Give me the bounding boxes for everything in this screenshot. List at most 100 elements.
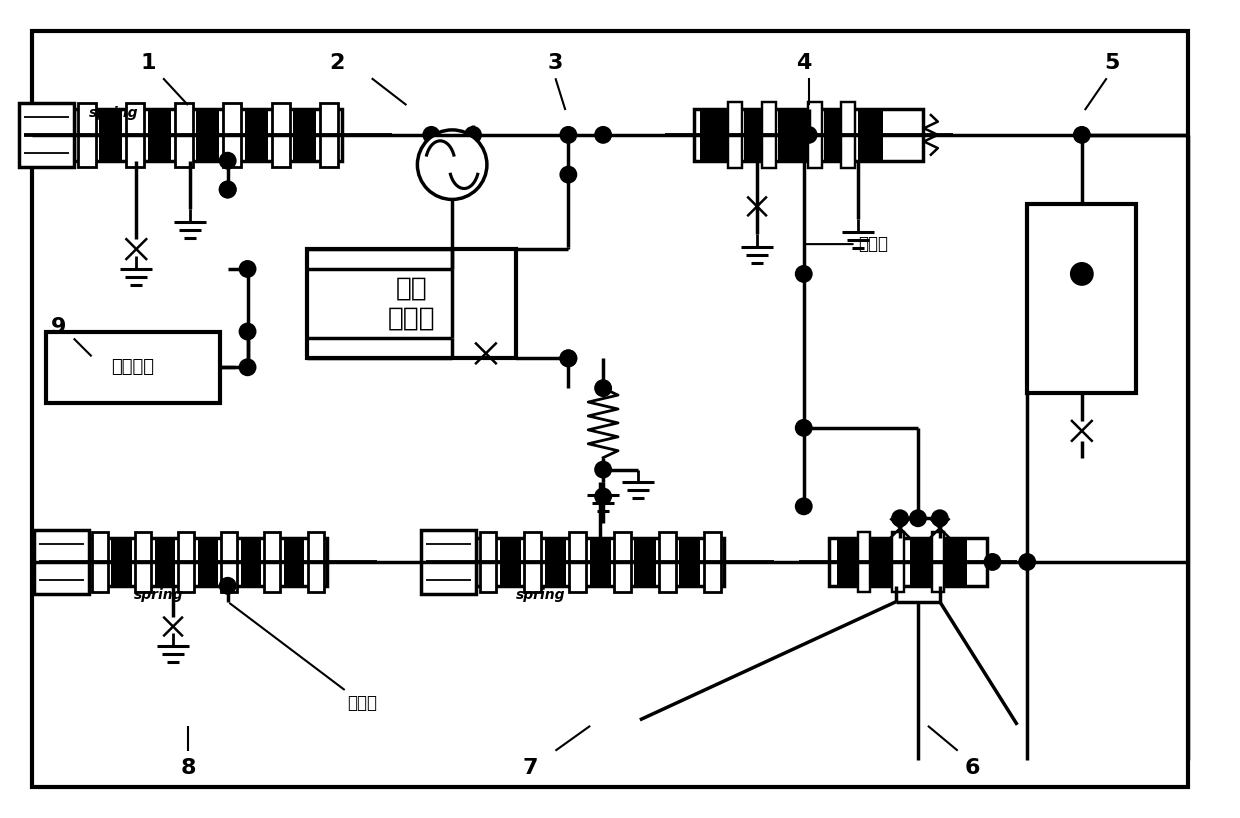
Bar <box>175 103 192 167</box>
Circle shape <box>1018 553 1037 571</box>
Bar <box>837 538 858 586</box>
Circle shape <box>795 497 812 515</box>
Bar <box>112 538 131 586</box>
Circle shape <box>218 577 237 595</box>
Bar <box>870 538 892 586</box>
Circle shape <box>983 553 1002 571</box>
Text: 7: 7 <box>523 757 538 778</box>
Circle shape <box>464 126 482 144</box>
Bar <box>78 103 95 167</box>
Bar <box>99 109 123 160</box>
Bar <box>308 533 324 591</box>
Circle shape <box>795 265 812 283</box>
Text: 4: 4 <box>796 53 811 74</box>
Bar <box>744 109 763 160</box>
Bar <box>294 109 316 160</box>
Bar <box>842 102 856 168</box>
Circle shape <box>238 260 257 278</box>
Bar <box>246 109 268 160</box>
Bar <box>777 109 807 160</box>
Bar <box>500 538 521 586</box>
Circle shape <box>800 126 817 144</box>
Bar <box>196 109 219 160</box>
Bar <box>945 538 967 586</box>
Circle shape <box>218 181 237 199</box>
Circle shape <box>594 461 613 479</box>
Bar <box>544 538 565 586</box>
Bar <box>126 103 144 167</box>
Bar <box>910 538 932 586</box>
Text: 反作用腔: 反作用腔 <box>112 358 154 376</box>
Bar <box>320 103 339 167</box>
Bar <box>264 533 280 591</box>
Circle shape <box>218 181 237 199</box>
Bar <box>694 109 923 160</box>
Bar <box>88 538 327 586</box>
Bar <box>569 533 587 591</box>
Bar <box>828 538 987 586</box>
Bar <box>308 249 516 358</box>
Text: spring: spring <box>89 106 138 120</box>
Text: spring: spring <box>134 587 184 602</box>
Bar <box>197 538 218 586</box>
Circle shape <box>931 510 949 527</box>
Circle shape <box>559 349 578 367</box>
Circle shape <box>418 130 487 200</box>
Text: 2: 2 <box>330 53 345 74</box>
Circle shape <box>594 488 613 506</box>
Bar <box>807 102 822 168</box>
Circle shape <box>594 126 613 144</box>
Circle shape <box>238 358 257 376</box>
Bar <box>223 103 241 167</box>
Bar <box>589 538 610 586</box>
Circle shape <box>238 322 257 340</box>
Bar <box>704 533 720 591</box>
Bar <box>476 538 724 586</box>
Bar <box>763 102 776 168</box>
Bar <box>892 533 904 591</box>
Text: 主油压: 主油压 <box>806 235 888 253</box>
Bar <box>33 530 88 594</box>
Bar <box>480 533 496 591</box>
Circle shape <box>559 349 578 367</box>
Bar <box>635 538 656 586</box>
Text: 3: 3 <box>548 53 563 74</box>
Bar <box>179 533 195 591</box>
Text: 主油压: 主油压 <box>229 604 377 712</box>
Bar <box>272 103 290 167</box>
Bar <box>525 533 541 591</box>
Bar <box>73 109 342 160</box>
Circle shape <box>423 126 440 144</box>
Circle shape <box>443 260 461 278</box>
Bar <box>1027 204 1137 393</box>
Text: 6: 6 <box>965 757 981 778</box>
Circle shape <box>218 152 237 169</box>
Circle shape <box>559 126 578 144</box>
Text: 8: 8 <box>180 757 196 778</box>
Bar <box>241 538 262 586</box>
Circle shape <box>594 380 613 397</box>
Bar <box>660 533 676 591</box>
Bar <box>728 102 743 168</box>
Circle shape <box>909 510 928 527</box>
Bar <box>135 533 151 591</box>
Bar <box>92 533 108 591</box>
Text: 第四
制动器: 第四 制动器 <box>388 276 435 332</box>
Circle shape <box>591 553 609 571</box>
Bar <box>19 102 73 167</box>
Text: 9: 9 <box>51 317 67 336</box>
Bar <box>823 109 842 160</box>
Bar <box>222 533 237 591</box>
Bar <box>701 109 728 160</box>
Circle shape <box>559 166 578 183</box>
Bar <box>614 533 631 591</box>
Circle shape <box>1073 126 1091 144</box>
Text: 1: 1 <box>140 53 156 74</box>
Bar <box>858 109 883 160</box>
Circle shape <box>795 419 812 437</box>
Circle shape <box>1070 262 1094 285</box>
Circle shape <box>892 510 909 527</box>
Bar <box>284 538 304 586</box>
Text: spring: spring <box>516 587 565 602</box>
Bar <box>422 530 476 594</box>
